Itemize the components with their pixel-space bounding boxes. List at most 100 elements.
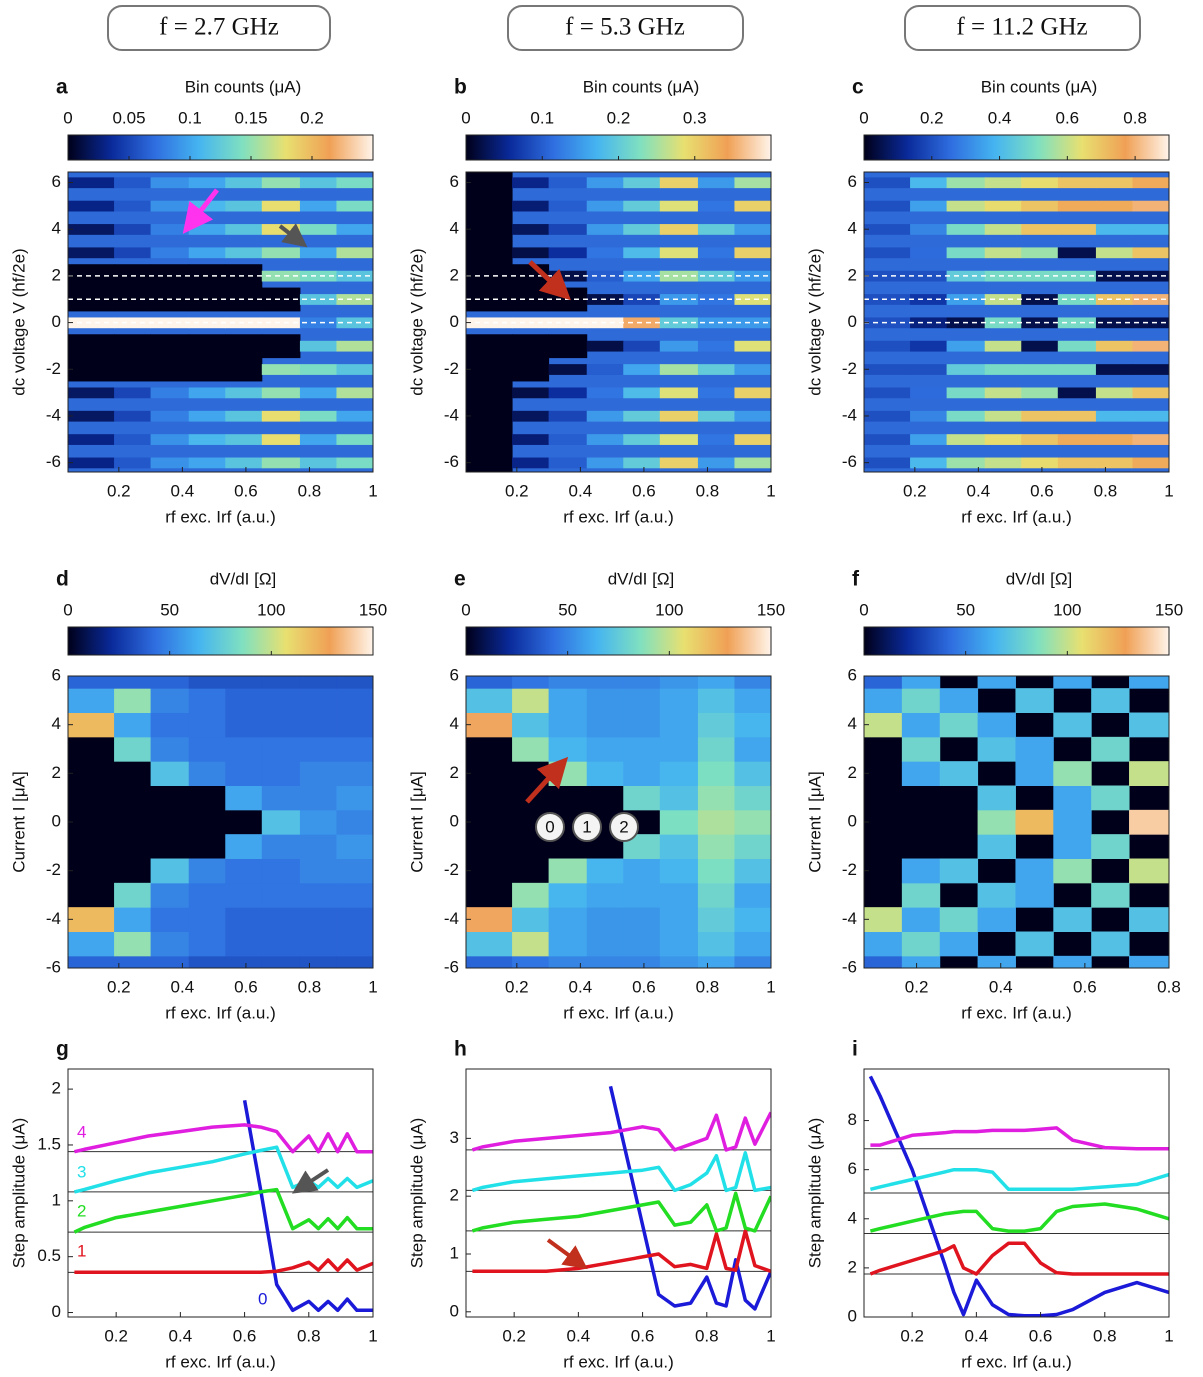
heat-cell — [466, 688, 513, 713]
heat-cell — [188, 676, 226, 689]
heat-cell — [188, 387, 226, 399]
heat-cell — [734, 457, 771, 469]
plot-frame — [863, 171, 1170, 473]
colorbar — [465, 626, 772, 656]
heat-cell — [114, 809, 152, 835]
heat-cell — [1129, 834, 1169, 859]
heat-cell — [114, 736, 152, 762]
heat-cell — [586, 676, 624, 689]
heat-cell — [939, 785, 979, 811]
heat-cell — [910, 387, 948, 399]
heat-cell — [225, 809, 263, 835]
heat-cell — [1129, 785, 1169, 811]
heat-cell — [1091, 688, 1130, 713]
heat-cell — [864, 294, 911, 305]
heat-cell — [299, 294, 337, 305]
heat-cell — [910, 177, 948, 189]
heat-cell — [466, 907, 513, 932]
heat-cell — [1129, 761, 1169, 786]
heat-cell — [336, 676, 373, 689]
heat-cell — [336, 410, 373, 422]
colorbar-tick-label: 0.15 — [234, 108, 267, 127]
heat-cell — [261, 688, 301, 713]
heat-cell — [336, 931, 373, 957]
y-axis-label: dc voltage V (hf/2e) — [9, 248, 28, 395]
heat-cell — [864, 931, 903, 957]
heat-cell — [225, 761, 263, 786]
heat-cell — [1053, 688, 1092, 713]
heat-cell — [336, 387, 373, 399]
heat-cell — [1132, 270, 1169, 282]
heat-cell — [659, 457, 699, 469]
y-tick-label: -4 — [46, 909, 61, 928]
colorbar-tick-label: 150 — [1155, 600, 1183, 619]
x-tick-label: 0.8 — [696, 977, 720, 996]
heat-cell — [984, 457, 1022, 469]
heat-cell — [910, 340, 948, 352]
heat-cell — [261, 200, 301, 212]
heat-cell — [1021, 364, 1059, 375]
heat-cell — [697, 858, 735, 884]
heat-cell — [1129, 955, 1169, 968]
heat-cell — [1057, 410, 1097, 422]
y-tick-label: 4 — [848, 219, 857, 238]
x-tick-label: 0.6 — [234, 481, 258, 500]
heat-cell — [910, 224, 948, 235]
heat-cell — [901, 907, 941, 932]
heat-cell — [623, 688, 661, 713]
heat-cell — [659, 907, 699, 932]
heat-cell — [939, 955, 979, 968]
heat-cell — [150, 676, 190, 689]
heat-cell — [68, 247, 115, 259]
heat-cell — [512, 955, 550, 968]
heat-cell — [1021, 410, 1059, 422]
series-line — [870, 1126, 1169, 1151]
heat-cell — [659, 834, 699, 859]
heat-cell — [512, 736, 550, 762]
y-tick-label: 0 — [52, 1302, 61, 1321]
series-line — [471, 1111, 771, 1152]
heat-cell — [1129, 907, 1169, 932]
heat-cell — [114, 387, 152, 399]
colorbar-tick-label: 0.4 — [988, 108, 1012, 127]
heat-cell — [1053, 712, 1092, 738]
heat-cell — [1057, 224, 1097, 235]
heat-cell — [299, 712, 337, 738]
heat-cell — [68, 785, 115, 811]
heat-cell — [734, 177, 771, 189]
y-axis-label: dc voltage V (hf/2e) — [805, 248, 824, 395]
heat-cell — [1021, 457, 1059, 469]
heat-cell — [864, 410, 911, 422]
panel-letter: d — [56, 568, 69, 591]
heat-cell — [1057, 387, 1097, 399]
heat-cell — [261, 761, 301, 786]
heat-cell — [150, 907, 190, 932]
heat-cell — [1015, 809, 1054, 835]
x-tick-label: 0.2 — [107, 977, 131, 996]
heat-cell — [548, 712, 588, 738]
heat-cell — [1132, 410, 1169, 422]
y-tick-label: 2 — [848, 1257, 857, 1276]
arrow — [278, 223, 308, 248]
heat-cell — [977, 688, 1016, 713]
y-tick-label: -6 — [842, 957, 857, 976]
x-axis-label: rf exc. Irf (a.u.) — [563, 1003, 674, 1022]
heat-cell — [984, 224, 1022, 235]
y-tick-label: 0 — [848, 312, 857, 331]
heat-cell — [188, 434, 226, 445]
heat-cell — [512, 247, 550, 259]
heat-cell — [1095, 200, 1133, 212]
heat-cell — [586, 785, 624, 811]
heat-cell — [261, 410, 301, 422]
heat-cell — [659, 712, 699, 738]
heat-cell — [336, 364, 373, 375]
heat-cell — [734, 387, 771, 399]
heat-cell — [734, 907, 771, 932]
heat-cell — [261, 785, 301, 811]
heat-cell — [1132, 364, 1169, 375]
heat-cell — [548, 785, 588, 811]
heat-cell — [68, 457, 115, 469]
heat-cell — [466, 736, 513, 762]
heat-cell — [1132, 387, 1169, 399]
heat-cell — [910, 247, 948, 259]
